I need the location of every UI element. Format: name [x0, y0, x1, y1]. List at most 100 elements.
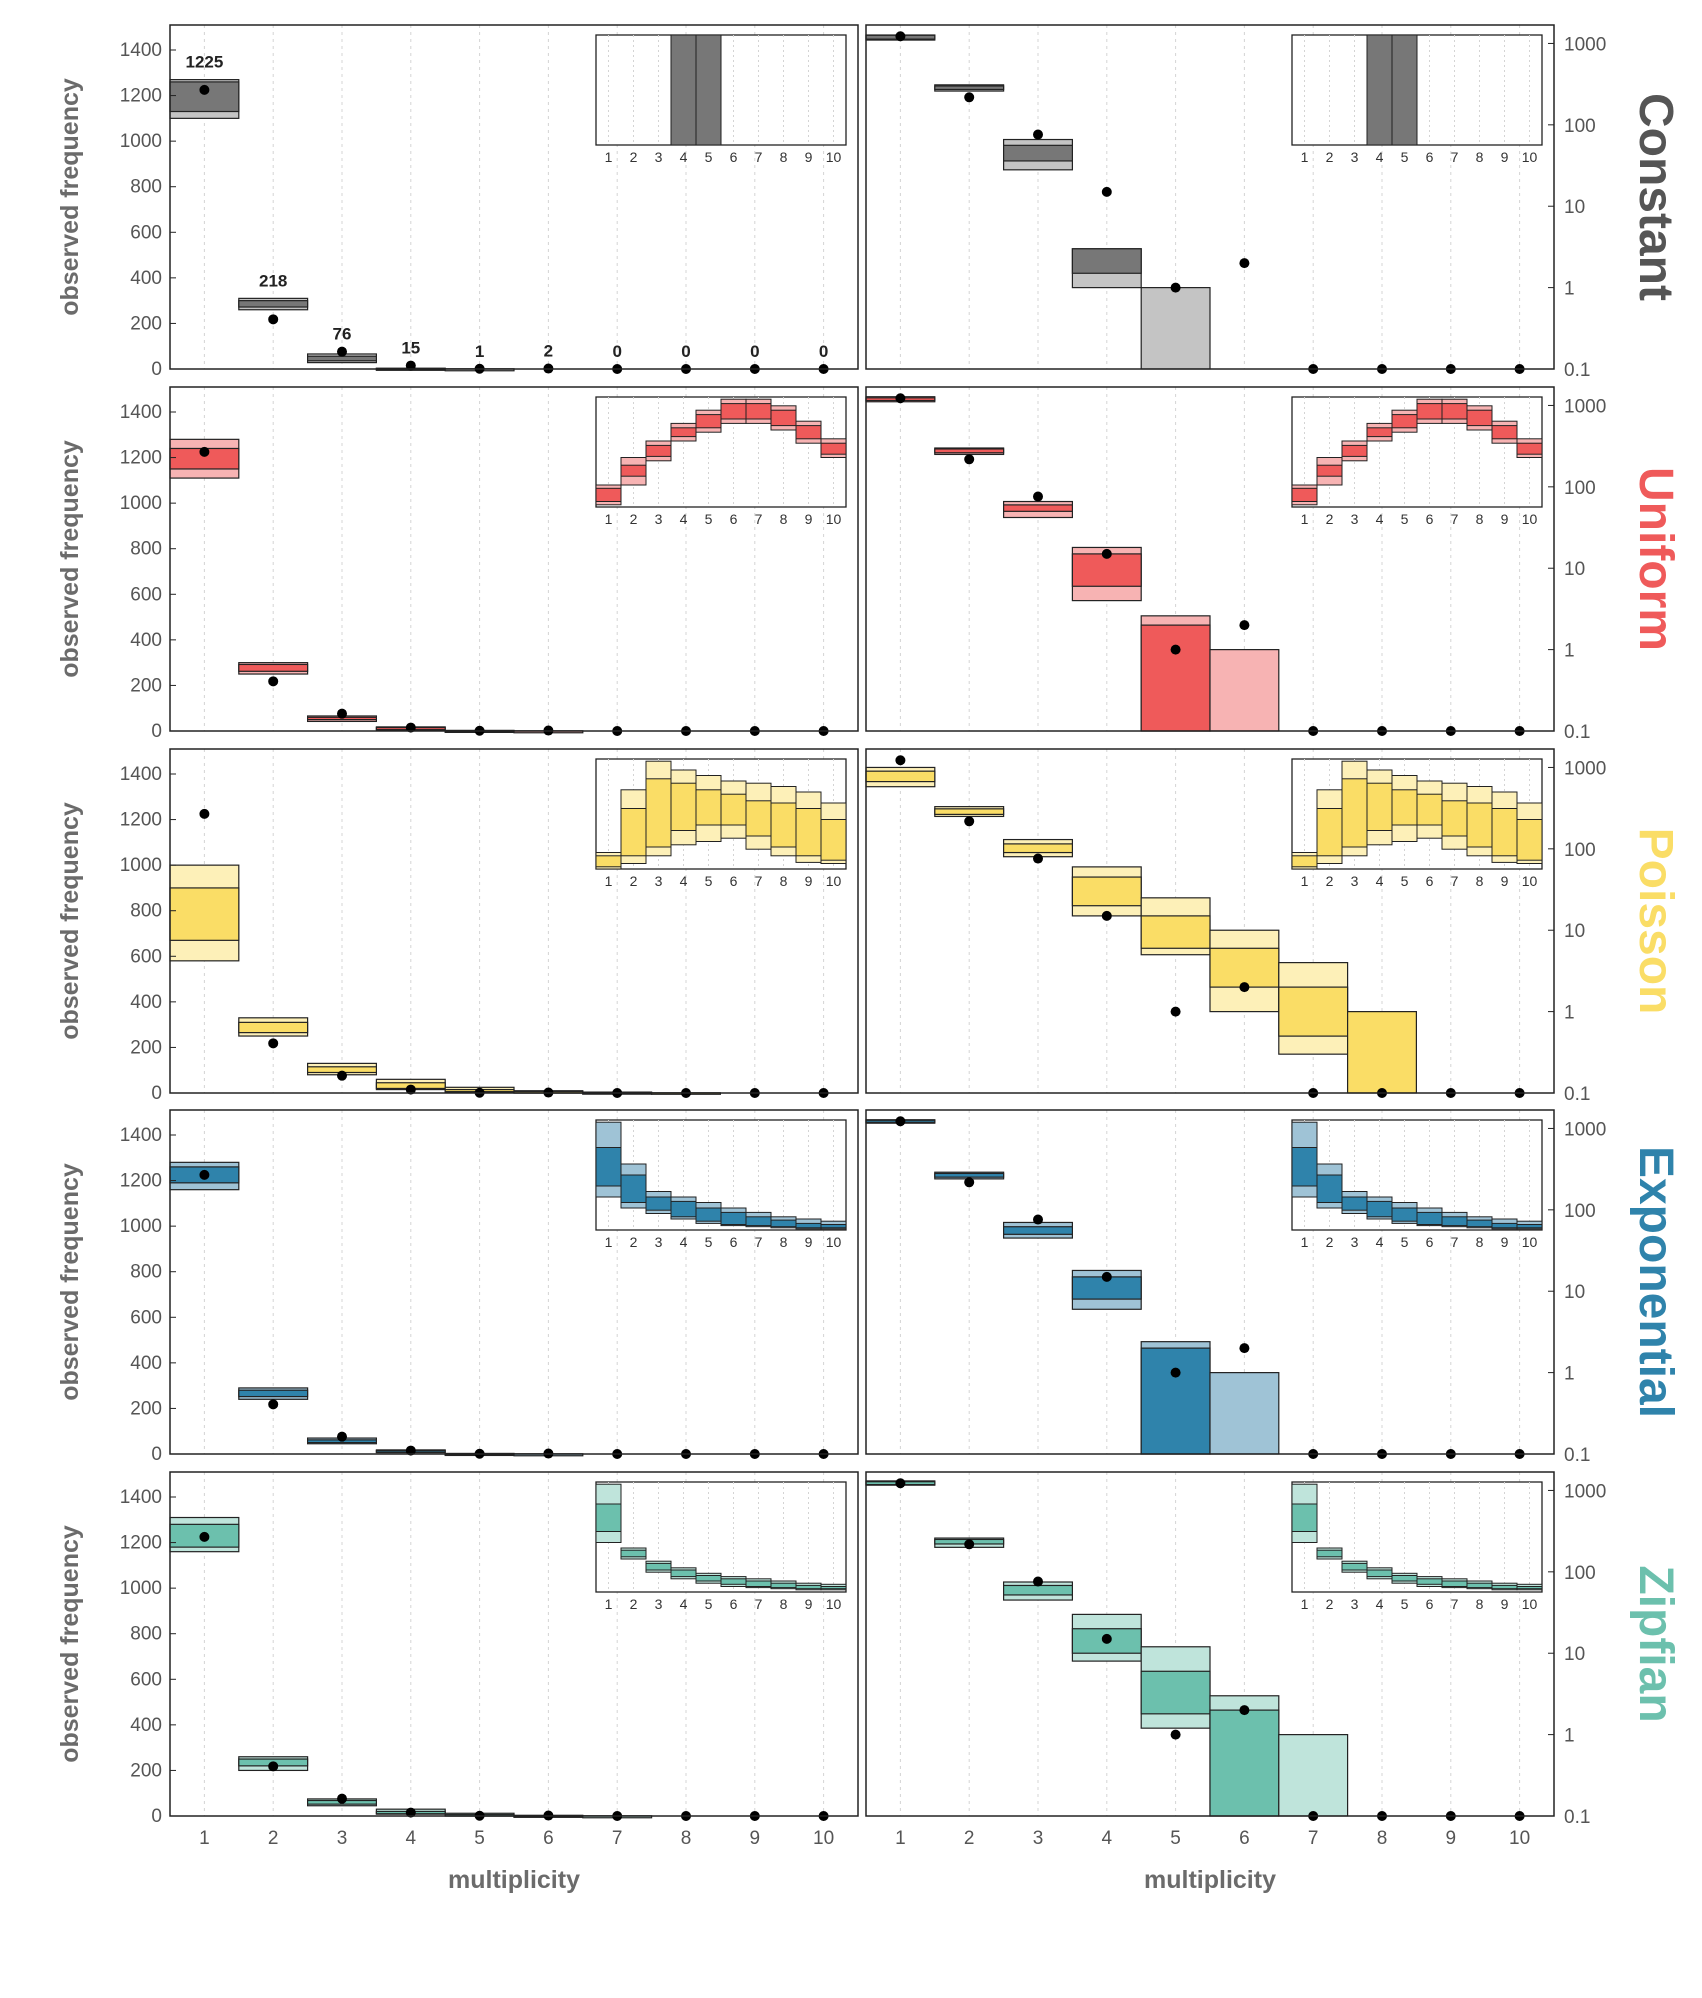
inset-tick-label: 8 [1476, 511, 1484, 527]
inset-inner-box [745, 1216, 772, 1227]
observed-point [1033, 491, 1043, 502]
inset-tick-label: 8 [780, 873, 788, 889]
y-tick-label: 600 [130, 222, 162, 243]
inset-inner-box [670, 427, 697, 438]
log-panel-poisson: 1 2 3 4 5 6 7 8 9 10 0.1 1 10 100 1000 [865, 748, 1606, 1105]
inset-tick-label: 7 [755, 511, 763, 527]
y-tick-label: 0.1 [1564, 1445, 1590, 1466]
inset-inner-box [1341, 444, 1368, 457]
observed-point [1239, 258, 1250, 269]
observed-point [1101, 186, 1112, 197]
y-tick-label: 1000 [120, 1578, 162, 1599]
observed-point [1239, 1343, 1250, 1354]
inset-tick-label: 9 [805, 1596, 813, 1612]
inset-inner-box [820, 1586, 847, 1590]
y-tick-label: 1400 [120, 764, 162, 785]
inset-inner-box [720, 1578, 747, 1585]
x-tick-label: 5 [1170, 1828, 1181, 1849]
inset-inner-box [620, 1174, 647, 1203]
x-tick-label: 8 [1377, 1828, 1388, 1849]
inset-inner-box [1366, 34, 1393, 146]
row-title-uniform: Uniform [1629, 467, 1682, 651]
y-tick-label: 400 [130, 1715, 162, 1736]
y-tick-label: 800 [130, 1262, 162, 1283]
inset-tick-label: 2 [1326, 149, 1334, 165]
y-tick-label: 800 [130, 901, 162, 922]
row-title-exponential: Exponential [1629, 1146, 1682, 1418]
observed-count-label: 0 [819, 342, 828, 361]
inset-inner-box [1316, 1174, 1343, 1203]
interval-outer-box [1209, 649, 1280, 732]
inset-tick-label: 1 [605, 873, 613, 889]
row-exponential: 1 2 3 4 5 6 7 8 9 100200400600800100012001400obse… [56, 1109, 1682, 1466]
inset-inner-box [1441, 800, 1468, 837]
inset-inner-box [620, 464, 647, 477]
inset-inner-box [1441, 1580, 1468, 1587]
y-tick-label: 1400 [120, 402, 162, 423]
inset-inner-box [820, 819, 847, 861]
interval-inner-box [238, 1021, 309, 1034]
inset-tick-label: 10 [826, 1234, 842, 1250]
inset-exponential: 1 2 3 4 5 6 7 8 9 10 [1291, 1119, 1543, 1250]
y-tick-label: 1400 [120, 1487, 162, 1508]
y-tick-label: 200 [130, 313, 162, 334]
observed-count-label: 0 [612, 342, 621, 361]
observed-point [1033, 1576, 1043, 1587]
observed-point [895, 755, 906, 766]
inset-inner-box [1491, 1584, 1518, 1590]
inset-tick-label: 5 [705, 873, 713, 889]
inset-poisson: 1 2 3 4 5 6 7 8 9 10 [595, 758, 847, 889]
interval-inner-box [1002, 504, 1073, 512]
inset-tick-label: 8 [1476, 1596, 1484, 1612]
inset-tick-label: 10 [1522, 149, 1538, 165]
inset-tick-label: 1 [605, 511, 613, 527]
y-tick-label: 1000 [1564, 1119, 1606, 1140]
y-tick-label: 100 [1564, 1201, 1596, 1222]
linear-panel-constant: 1 2 3 4 5 6 7 8 9 100200400600800100012001400obse… [56, 24, 859, 380]
inset-inner-box [1366, 782, 1393, 832]
y-tick-label: 0.1 [1564, 722, 1590, 743]
observed-point [405, 1084, 416, 1095]
inset-inner-box [795, 1222, 822, 1229]
observed-count-label: 218 [259, 271, 287, 290]
inset-inner-box [1466, 802, 1493, 848]
observed-point [1101, 1633, 1112, 1644]
observed-count-label: 15 [401, 339, 420, 358]
inset-inner-box [1341, 1562, 1368, 1571]
inset-tick-label: 2 [1326, 511, 1334, 527]
observed-point [268, 1761, 279, 1772]
x-axis-title: multiplicity [1144, 1866, 1276, 1894]
inset-tick-label: 9 [805, 1234, 813, 1250]
inset-tick-label: 9 [1501, 1596, 1509, 1612]
observed-point [199, 1169, 210, 1180]
row-title-constant: Constant [1629, 93, 1682, 301]
inset-tick-label: 2 [1326, 1596, 1334, 1612]
inset-inner-box [795, 1584, 822, 1590]
x-tick-label: 10 [813, 1828, 834, 1849]
inset-inner-box [1391, 789, 1418, 826]
panel-frame [865, 1471, 1555, 1817]
observed-point [1239, 982, 1250, 993]
inset-inner-box [1516, 819, 1543, 861]
row-title-poisson: Poisson [1629, 828, 1682, 1015]
y-tick-label: 0 [151, 1444, 162, 1465]
inset-inner-box [1316, 1549, 1343, 1558]
inset-tick-label: 6 [730, 511, 738, 527]
y-tick-label: 1 [1564, 279, 1575, 300]
y-tick-label: 0 [151, 721, 162, 742]
row-constant: 1 2 3 4 5 6 7 8 9 100200400600800100012001400obse… [56, 24, 1682, 381]
inset-tick-label: 3 [655, 511, 663, 527]
inset-tick-label: 1 [605, 149, 613, 165]
inset-inner-box [745, 800, 772, 837]
observed-point [964, 1539, 975, 1550]
y-tick-label: 1200 [120, 448, 162, 469]
inset-inner-box [1291, 1147, 1318, 1187]
y-tick-label: 1000 [1564, 758, 1606, 779]
x-tick-label: 4 [1102, 1828, 1113, 1849]
y-tick-label: 1000 [120, 131, 162, 152]
observed-count-label: 0 [750, 342, 759, 361]
x-tick-label: 3 [1033, 1828, 1044, 1849]
inset-inner-box [1516, 442, 1543, 455]
inset-tick-label: 7 [1451, 1234, 1459, 1250]
inset-inner-box [670, 34, 697, 146]
